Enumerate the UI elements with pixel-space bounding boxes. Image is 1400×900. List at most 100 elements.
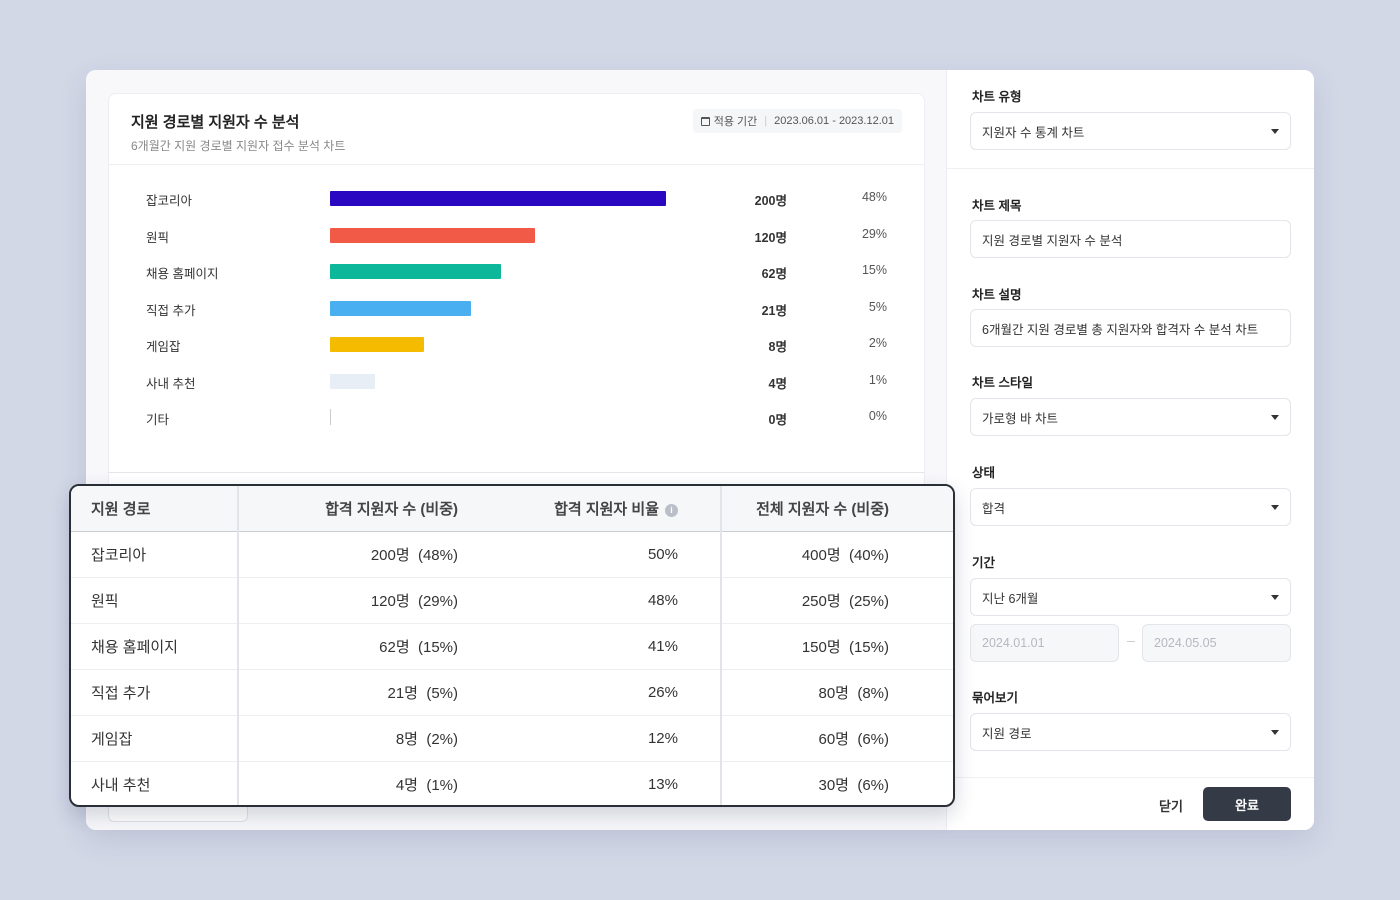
bar-count: 120명 xyxy=(754,230,787,245)
bar-count: 62명 xyxy=(761,267,787,281)
chart-desc-label: 차트 설명 xyxy=(972,288,1022,302)
bar-percent: 5% xyxy=(868,299,887,314)
chart-title: 지원 경로별 지원자 수 분석 xyxy=(131,114,300,131)
bar-label: 사내 추천 xyxy=(146,376,196,391)
divider xyxy=(108,472,925,473)
bar-count: 21명 xyxy=(761,303,787,318)
cell-source: 원픽 xyxy=(71,577,239,624)
header-source: 지원 경로 xyxy=(71,486,239,532)
bar-track xyxy=(330,337,666,352)
period-select[interactable]: 지난 6개월 xyxy=(970,578,1291,616)
bar-track xyxy=(330,373,666,389)
cell-source: 직접 추가 xyxy=(71,669,239,716)
cell-passed-ratio: 12% xyxy=(458,715,722,762)
bar xyxy=(330,337,425,352)
cell-passed-count: 4명 (1%) xyxy=(395,776,458,794)
header-passed-ratio-label: 합격 지원자 비율 xyxy=(554,500,659,518)
cell-total-count: 150명 (15%) xyxy=(721,623,953,670)
chart-title-input[interactable]: 지원 경로별 지원자 수 분석 xyxy=(970,220,1291,258)
bar-count: 200명 xyxy=(754,194,787,208)
settings-panel: 차트 유형 지원자 수 통계 차트 차트 제목 지원 경로별 지원자 수 분석 … xyxy=(947,70,1314,830)
table-row: 게임잡 8명 (2%) 12% 60명 (6%) xyxy=(71,715,953,762)
cell-passed-count: 200명 (48%) xyxy=(238,531,458,578)
table-row: 채용 홈페이지 62명 (15%) 41% 150명 (15%) xyxy=(71,623,953,670)
table-row: 원픽 120명 (29%) 48% 250명 (25%) xyxy=(71,577,953,624)
bar xyxy=(330,191,666,206)
bar-percent: 48% xyxy=(861,190,887,204)
period-value: 2023.06.01 - 2023.12.01 xyxy=(774,115,894,127)
bar-percent: 1% xyxy=(868,372,887,387)
status-select[interactable]: 합격 xyxy=(970,488,1291,526)
bar-row: 원픽 120명 29% xyxy=(109,225,924,245)
bar-label: 게임잡 xyxy=(146,340,181,354)
start-date-value: 2024.01.01 xyxy=(982,636,1045,650)
bar-percent: 29% xyxy=(861,226,887,241)
bar xyxy=(330,300,472,316)
bar-count: 8명 xyxy=(768,340,787,354)
chart-desc-input-value: 6개월간 지원 경로별 총 지원자와 합격자 수 분석 차트 xyxy=(982,322,1259,337)
cell-source: 사내 추천 xyxy=(71,761,239,805)
chart-type-select[interactable]: 지원자 수 통계 차트 xyxy=(970,112,1291,150)
chart-style-value: 가로형 바 차트 xyxy=(982,411,1058,426)
cell-passed-ratio: 13% xyxy=(458,761,722,805)
info-icon[interactable]: i xyxy=(665,503,678,517)
bar-count: 0명 xyxy=(768,413,787,427)
divider xyxy=(109,164,924,165)
chart-settings-modal: 지원 경로별 지원자 수 분석 6개월간 지원 경로별 지원자 접수 분석 차트… xyxy=(86,70,1314,830)
status-label: 상태 xyxy=(972,466,996,480)
cell-source: 채용 홈페이지 xyxy=(71,623,239,670)
data-table: 지원 경로 합격 지원자 수 (비중) 합격 지원자 비율 i 전체 지원자 수 … xyxy=(71,486,953,805)
bar-label: 기타 xyxy=(146,413,170,427)
divider xyxy=(947,777,1314,778)
bar xyxy=(330,373,376,389)
table-row: 잡코리아 200명 (48%) 50% 400명 (40%) xyxy=(71,531,953,578)
divider: | xyxy=(764,115,768,127)
chart-style-select[interactable]: 가로형 바 차트 xyxy=(970,398,1291,436)
header-passed-count: 합격 지원자 수 (비중) xyxy=(238,486,458,532)
bar-percent: 0% xyxy=(868,409,887,423)
period-badge: 적용 기간 | 2023.06.01 - 2023.12.01 xyxy=(692,109,902,133)
cell-passed-count: 120명 (29%) xyxy=(238,577,458,624)
cell-total-count: 400명 (40%) xyxy=(721,531,953,578)
divider xyxy=(947,168,1314,169)
done-button[interactable]: 완료 xyxy=(1203,787,1291,821)
chart-style-label: 차트 스타일 xyxy=(972,376,1033,390)
period-label: 기간 xyxy=(972,556,996,570)
bar-track xyxy=(330,264,666,279)
bar-count: 4명 xyxy=(768,376,787,391)
bar-label: 채용 홈페이지 xyxy=(146,267,219,281)
chart-type-value: 지원자 수 통계 차트 xyxy=(982,125,1085,140)
chart-title-label: 차트 제목 xyxy=(972,199,1022,213)
cell-total-count: 30명 (6%) xyxy=(818,776,890,794)
period-label: 적용 기간 xyxy=(713,116,758,128)
cell-total-count: 60명 (6%) xyxy=(721,715,953,762)
cell-passed-count: 21명 (5%) xyxy=(238,669,458,716)
cell-passed-ratio: 41% xyxy=(458,623,722,670)
bar xyxy=(330,227,535,243)
bar-percent: 15% xyxy=(861,263,887,277)
cell-passed-ratio: 50% xyxy=(458,531,722,578)
bar-track xyxy=(330,191,666,206)
start-date-input[interactable]: 2024.01.01 xyxy=(970,624,1119,662)
chart-desc-input[interactable]: 6개월간 지원 경로별 총 지원자와 합격자 수 분석 차트 xyxy=(970,309,1291,347)
calendar-icon xyxy=(700,116,710,126)
caret-down-icon xyxy=(1271,729,1279,735)
group-value: 지원 경로 xyxy=(982,726,1032,741)
cell-passed-ratio: 26% xyxy=(458,669,722,716)
bar-row: 기타 0명 0% xyxy=(109,407,924,427)
cell-passed-ratio: 48% xyxy=(458,577,722,624)
period-value: 지난 6개월 xyxy=(982,591,1039,606)
close-button[interactable]: 닫기 xyxy=(1159,799,1183,814)
bar-label: 원픽 xyxy=(146,230,170,245)
caret-down-icon xyxy=(1271,128,1279,134)
end-date-input[interactable]: 2024.05.05 xyxy=(1142,624,1291,662)
date-range-separator xyxy=(1127,641,1135,642)
bar xyxy=(330,409,331,425)
bar-track xyxy=(330,227,666,243)
table-header-row: 지원 경로 합격 지원자 수 (비중) 합격 지원자 비율 i 전체 지원자 수 … xyxy=(71,486,953,532)
bar-label: 잡코리아 xyxy=(146,194,193,208)
group-select[interactable]: 지원 경로 xyxy=(970,713,1291,751)
cell-total-count: 250명 (25%) xyxy=(721,577,953,624)
table-row: 사내 추천 4명 (1%) 13% 30명 (6%) xyxy=(71,761,953,805)
group-label: 묶어보기 xyxy=(972,691,1019,705)
